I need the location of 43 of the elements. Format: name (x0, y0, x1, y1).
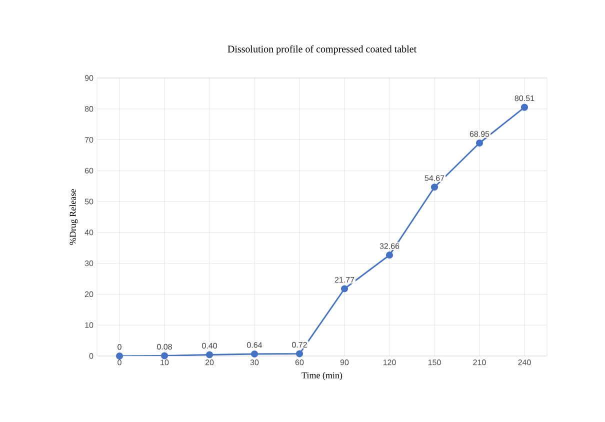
y-tick-label: 50 (84, 198, 94, 204)
y-tick-label: 80 (84, 106, 94, 112)
y-tick-label: 60 (84, 168, 94, 174)
point (160, 352, 168, 360)
point (340, 285, 348, 292)
data-label: 54.67 (424, 175, 444, 181)
y-tick-label: 70 (84, 136, 94, 143)
data-label: 0.40 (202, 342, 217, 349)
x-tick-label: 10 (160, 360, 169, 366)
point (476, 139, 484, 147)
y-tick-label: 20 (84, 291, 94, 298)
x-tick-label: 0 (118, 360, 122, 366)
data-label: 80.51 (514, 95, 534, 102)
x-tick-label: 30 (250, 360, 259, 366)
data-label: 0.64 (247, 342, 262, 348)
y-tick-label: 10 (85, 322, 94, 328)
point (206, 351, 214, 358)
x-tick-label: 120 (383, 360, 396, 366)
data-label: 21.77 (334, 276, 354, 283)
point (296, 350, 304, 358)
y-tick-label: 90 (84, 75, 94, 81)
point (430, 184, 438, 191)
chart-title: Dissolution profile of compressed coated tablet (228, 45, 417, 54)
x-tick-label: 210 (473, 360, 486, 366)
point (250, 350, 258, 358)
point (520, 104, 528, 111)
data-label: 0 (118, 344, 122, 350)
x-tick-label: 60 (295, 360, 304, 366)
y-tick-label: 0 (89, 353, 94, 359)
y-tick-label: 40 (84, 230, 94, 236)
x-axis-title: Time (min) (302, 372, 342, 380)
data-label: 0.72 (292, 342, 307, 348)
y-tick-label: 30 (84, 260, 94, 266)
x-tick-label: 150 (428, 360, 441, 366)
x-tick-label: 90 (340, 360, 349, 366)
data-label: 0.08 (157, 344, 172, 350)
x-tick-label: 240 (518, 360, 531, 366)
point (116, 352, 124, 360)
point (386, 252, 394, 259)
y-axis-title: %Drug Release (70, 189, 78, 245)
data-label: 68.95 (470, 131, 490, 137)
data-label: 32.66 (380, 243, 400, 249)
x-tick-label: 20 (205, 360, 214, 366)
